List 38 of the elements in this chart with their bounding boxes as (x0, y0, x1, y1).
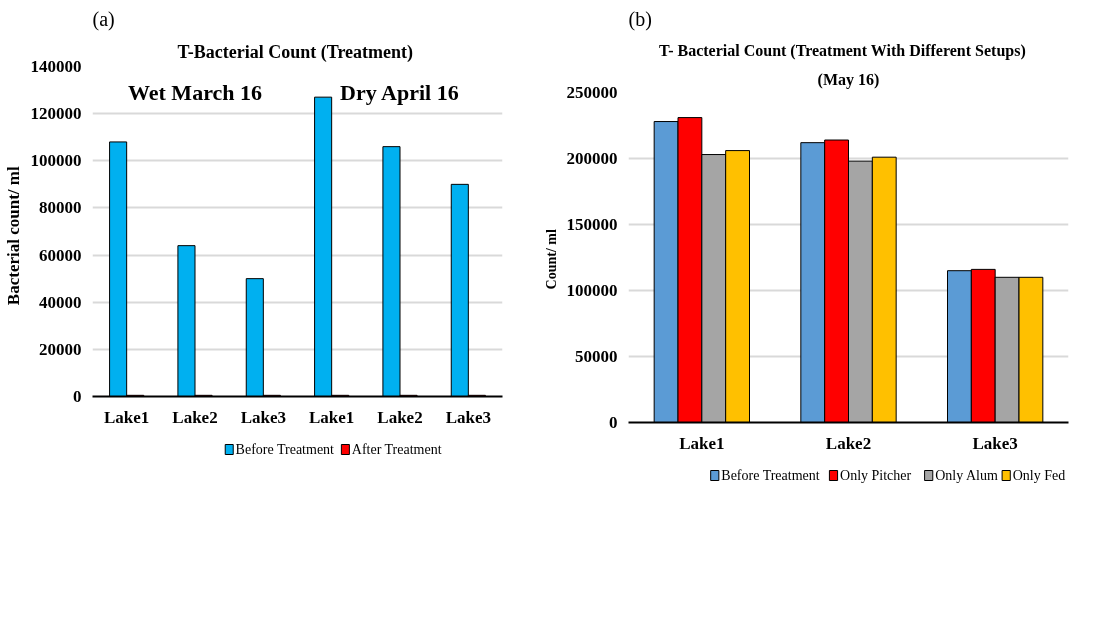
y-tick-label: 40000 (39, 292, 82, 312)
text: (b) (628, 7, 652, 31)
y-tick-label: 250000 (566, 83, 618, 102)
annotation: Dry April 16 (340, 80, 459, 106)
annotation: Wet March 16 (128, 80, 263, 106)
y-tick-label: 140000 (30, 57, 82, 76)
y-tick-label: 100000 (30, 151, 82, 171)
legend-label: After Treatment (351, 442, 442, 457)
legend-label: Before Treatment (721, 468, 820, 483)
x-tick-label: Lake2 (172, 407, 218, 427)
y-tick-label: 150000 (566, 215, 618, 234)
x-tick-label: Lake2 (377, 407, 423, 427)
y-tick-label: 100000 (566, 281, 618, 300)
y-axis-title: Bacterial count/ ml (3, 166, 23, 306)
chart-subtitle: (May 16) (817, 70, 880, 89)
y-tick-label: 60000 (39, 245, 82, 265)
y-tick-label: 50000 (575, 347, 618, 366)
chart-title: T-Bacterial Count (Treatment) (177, 41, 414, 63)
chart-title: T- Bacterial Count (Treatment With Different Setups) (658, 41, 1026, 60)
x-tick-label: Lake2 (825, 433, 872, 453)
legend-label: Only Alum (935, 468, 998, 483)
x-tick-label: Lake1 (679, 433, 725, 453)
legend-label: Only Pitcher (840, 468, 912, 483)
x-tick-label: Lake1 (104, 407, 150, 427)
x-tick-label: Lake3 (972, 433, 1018, 453)
y-tick-label: 0 (73, 387, 82, 406)
y-tick-label: 80000 (39, 198, 82, 218)
x-tick-label: Lake1 (309, 407, 355, 427)
x-tick-label: Lake3 (240, 407, 287, 427)
text: (a) (92, 7, 115, 31)
y-tick-label: 120000 (30, 104, 82, 124)
y-tick-label: 200000 (566, 149, 618, 168)
x-tick-label: Lake3 (445, 407, 492, 427)
y-axis-title: Count/ ml (543, 229, 559, 290)
legend-label: Only Fed (1012, 468, 1066, 483)
y-tick-label: 20000 (39, 339, 82, 359)
legend-label: Before Treatment (235, 442, 335, 457)
y-tick-label: 0 (609, 413, 618, 432)
